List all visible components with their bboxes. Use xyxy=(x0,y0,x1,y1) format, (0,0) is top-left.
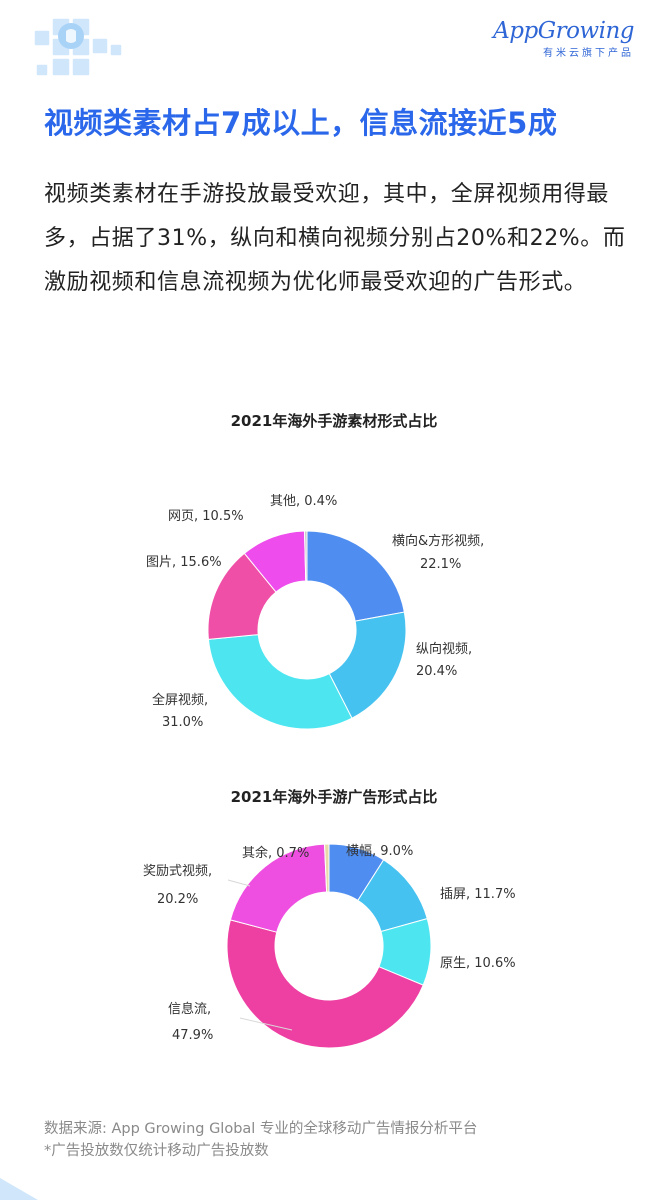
chart-1-label-3: 20.4% xyxy=(416,664,457,679)
chart-1-label-5: 31.0% xyxy=(162,715,203,730)
chart-1-label-0: 横向&方形视频, xyxy=(392,533,484,549)
chart-2-leader-1 xyxy=(227,879,251,887)
chart-2-label-1: 插屏, 11.7% xyxy=(440,887,516,902)
footer-source: 数据来源: App Growing Global 专业的全球移动广告情报分析平台 xyxy=(44,1121,478,1137)
chart-2-title: 2021年海外手游广告形式占比 xyxy=(230,788,438,806)
corner-triangle-decoration xyxy=(0,1178,38,1200)
chart-2-label-0: 横幅, 9.0% xyxy=(346,844,413,859)
chart-2-slice-5 xyxy=(323,843,330,893)
chart-1-title: 2021年海外手游素材形式占比 xyxy=(230,412,438,430)
chart-2-label-2: 原生, 10.6% xyxy=(440,956,516,971)
chart-1-slice-0 xyxy=(306,530,405,622)
chart-1-label-8: 其他, 0.4% xyxy=(270,494,337,509)
page-headline: 视频类素材占7成以上，信息流接近5成 xyxy=(44,106,558,140)
footer: 数据来源: App Growing Global 专业的全球移动广告情报分析平台… xyxy=(44,1118,644,1162)
chart-1-label-1: 22.1% xyxy=(420,557,461,572)
chart-2-label-3: 信息流, xyxy=(168,1001,211,1017)
chart-1-slice-2 xyxy=(207,634,353,730)
chart-1-slice-1 xyxy=(328,611,407,719)
cube-cluster-decoration xyxy=(33,17,123,77)
chart-1-label-7: 网页, 10.5% xyxy=(168,509,244,524)
chart-1-label-2: 纵向视频, xyxy=(416,641,472,657)
chart-1-label-4: 全屏视频, xyxy=(152,692,208,708)
chart-1-slice-5 xyxy=(303,530,308,582)
brand-logo-subtitle: 有米云旗下产品 xyxy=(543,48,634,59)
chart-2-donut: 横幅, 9.0% 插屏, 11.7% 原生, 10.6% 信息流, 47.9% 奖励式视频… xyxy=(143,843,516,1049)
intro-paragraph: 视频类素材在手游投放最受欢迎，其中，全屏视频用得最多，占据了31%，纵向和横向视… xyxy=(44,182,626,295)
chart-2-label-7: 其余, 0.7% xyxy=(242,845,309,861)
chart-2-leader-0 xyxy=(239,1017,293,1031)
chart-1-label-6: 图片, 15.6% xyxy=(146,555,222,570)
brand-logo-text: AppGrowing xyxy=(493,18,634,44)
chart-1-donut: 横向&方形视频, 22.1% 纵向视频, 20.4% 全屏视频, 31.0% 图片, 15.… xyxy=(146,494,484,730)
chart-2-label-5: 奖励式视频, xyxy=(143,864,212,879)
chart-2-slice-3 xyxy=(226,919,424,1049)
chart-2-label-4: 47.9% xyxy=(172,1028,213,1043)
brand-logo: AppGrowing 有米云旗下产品 xyxy=(493,18,634,59)
footer-note: *广告投放数仅统计移动广告投放数 xyxy=(44,1143,269,1159)
chart-2-label-6: 20.2% xyxy=(157,892,198,907)
